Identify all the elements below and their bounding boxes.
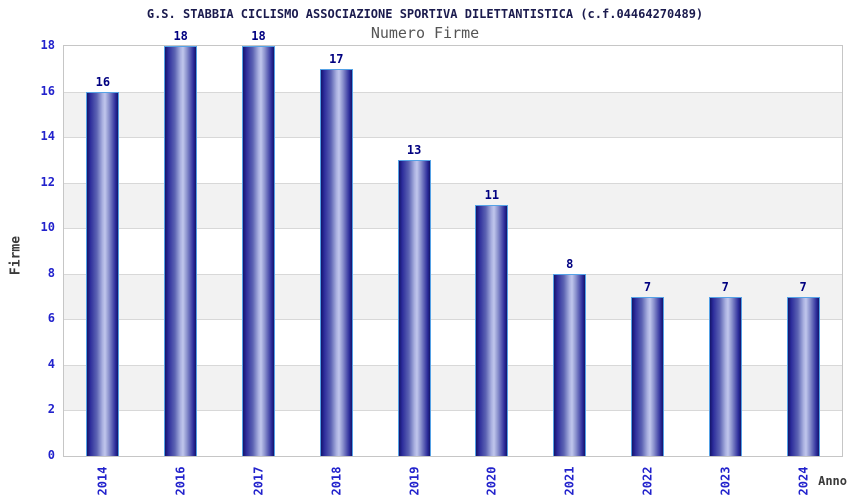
bar-value-label: 16: [95, 74, 111, 89]
y-tick-label: 8: [47, 265, 55, 280]
x-tick-label: 2019: [407, 466, 422, 496]
x-tick-label: 2024: [796, 466, 811, 496]
plot-area: 16 18 18 17 13 11 8 7 7 7: [63, 29, 843, 457]
bar-2018: [319, 68, 353, 456]
bar-value-label: 7: [643, 279, 652, 294]
x-tick-label: 2023: [718, 466, 733, 496]
bar-2016: [164, 46, 198, 456]
bar-2014: [86, 91, 120, 456]
bar-2022: [631, 296, 664, 456]
bar-2019: [397, 159, 431, 456]
gridline: [64, 273, 842, 275]
y-tick-label: 14: [40, 129, 55, 144]
y-tick-label: 10: [40, 220, 55, 235]
x-tick-label: 2021: [562, 466, 577, 496]
y-tick-label: 4: [47, 356, 55, 371]
gridline: [64, 410, 842, 412]
bar-2021: [553, 273, 587, 456]
x-axis-title: Anno: [818, 474, 847, 488]
gridline: [64, 91, 842, 93]
y-tick-label: 12: [40, 174, 55, 189]
bar-value-label: 17: [329, 51, 344, 66]
x-tick-label: 2018: [329, 466, 344, 496]
gridline: [64, 137, 842, 139]
chart-title: G.S. STABBIA CICLISMO ASSOCIAZIONE SPORT…: [146, 7, 704, 21]
gridline: [64, 364, 842, 366]
bar-value-label: 8: [566, 256, 574, 271]
y-tick-label: 6: [47, 311, 55, 326]
chart-subtitle: Numero Firme: [370, 24, 480, 42]
bar-value-label: 7: [799, 279, 807, 294]
y-tick-label: 0: [47, 448, 55, 462]
gridline: [64, 228, 842, 230]
y-tick-label: 2: [47, 402, 55, 417]
x-tick-label: 2017: [251, 466, 266, 496]
y-tick-label: 16: [40, 83, 55, 98]
gridline: [64, 319, 842, 321]
gridline: [64, 182, 842, 184]
x-tick-label: 2016: [173, 466, 188, 496]
bar-2023: [708, 296, 742, 456]
bar-value-label: 18: [251, 29, 266, 43]
x-tick-label: 2014: [95, 466, 110, 496]
bar-value-label: 13: [406, 142, 422, 157]
y-tick-label: 18: [40, 38, 55, 52]
bar-2017: [242, 46, 275, 456]
bar-value-label: 11: [484, 188, 500, 203]
bar-value-label: 7: [721, 279, 729, 294]
bar-2024: [786, 296, 820, 456]
x-tick-label: 2020: [484, 466, 499, 496]
bar-2020: [475, 205, 509, 456]
bar-value-label: 18: [173, 29, 188, 43]
y-axis-title: Firme: [8, 235, 24, 276]
x-tick-label: 2022: [640, 466, 655, 496]
